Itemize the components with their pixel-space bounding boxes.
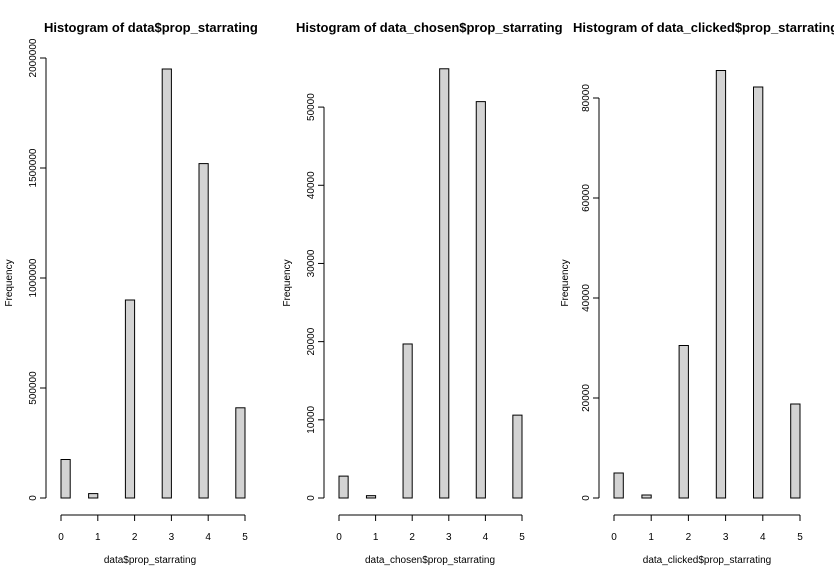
x-tick-label: 0 <box>611 532 617 543</box>
histogram-bar-3 <box>715 70 727 499</box>
histogram-bar-2 <box>124 299 136 499</box>
x-tick-label: 4 <box>483 532 489 543</box>
x-tick-label: 4 <box>760 532 766 543</box>
x-tick-label: 3 <box>446 532 452 543</box>
histogram-bar-4 <box>753 86 764 499</box>
x-axis-label: data$prop_starrating <box>104 555 196 566</box>
histogram-bar-5 <box>790 403 801 499</box>
histogram-panel-2: Histogram of data_chosen$prop_starrating… <box>282 20 563 566</box>
histogram-bar-0 <box>338 475 349 499</box>
histogram-bar-4 <box>198 163 209 499</box>
y-tick-label: 40000 <box>581 284 592 312</box>
histogram-bar-4 <box>475 101 486 499</box>
x-tick-label: 5 <box>242 532 248 543</box>
y-axis-label: Frequency <box>4 259 15 306</box>
x-tick-label: 0 <box>58 532 64 543</box>
histogram-bar-5 <box>512 414 523 499</box>
x-tick-label: 4 <box>205 532 211 543</box>
y-tick-label: 1500000 <box>28 148 39 187</box>
y-tick-label: 0 <box>581 495 592 501</box>
histogram-bar-2 <box>678 345 689 499</box>
x-tick-label: 3 <box>723 532 729 543</box>
y-axis-label: Frequency <box>560 259 571 306</box>
histogram-bar-2 <box>402 343 413 499</box>
histogram-bar-3 <box>161 68 172 499</box>
x-axis-label: data_clicked$prop_starrating <box>643 555 771 566</box>
y-tick-label: 30000 <box>306 249 317 277</box>
y-tick-label: 40000 <box>306 171 317 199</box>
x-tick-label: 1 <box>95 532 101 543</box>
histogram-bar-0 <box>60 459 71 499</box>
x-tick-label: 1 <box>373 532 379 543</box>
y-tick-label: 80000 <box>581 84 592 112</box>
y-tick-label: 0 <box>28 495 39 501</box>
chart-title: Histogram of data_chosen$prop_starrating <box>296 20 563 35</box>
y-tick-label: 500000 <box>28 371 39 405</box>
x-tick-label: 2 <box>132 532 138 543</box>
chart-title: Histogram of data$prop_starrating <box>44 20 258 35</box>
y-tick-label: 60000 <box>581 184 592 212</box>
x-tick-label: 0 <box>336 532 342 543</box>
x-tick-label: 2 <box>409 532 415 543</box>
histogram-bar-1 <box>365 495 377 499</box>
x-tick-label: 1 <box>648 532 654 543</box>
histogram-bar-0 <box>613 472 624 499</box>
y-tick-label: 20000 <box>306 327 317 355</box>
x-tick-label: 5 <box>519 532 525 543</box>
y-tick-label: 0 <box>306 495 317 501</box>
y-tick-label: 1000000 <box>28 258 39 297</box>
y-axis-label: Frequency <box>282 259 293 306</box>
y-tick-label: 20000 <box>581 384 592 412</box>
histogram-bar-5 <box>235 407 246 499</box>
histogram-bar-1 <box>88 493 99 499</box>
x-tick-label: 2 <box>686 532 692 543</box>
y-tick-label: 50000 <box>306 93 317 121</box>
y-tick-label: 10000 <box>306 405 317 433</box>
x-tick-label: 5 <box>797 532 803 543</box>
histogram-bar-1 <box>641 494 652 499</box>
y-tick-label: 2000000 <box>28 38 39 77</box>
x-tick-label: 3 <box>169 532 175 543</box>
chart-title: Histogram of data_clicked$prop_starratin… <box>573 20 834 35</box>
histogram-bar-3 <box>439 68 450 499</box>
x-axis-label: data_chosen$prop_starrating <box>365 555 495 566</box>
histogram-panel-3: Histogram of data_clicked$prop_starratin… <box>560 20 834 566</box>
